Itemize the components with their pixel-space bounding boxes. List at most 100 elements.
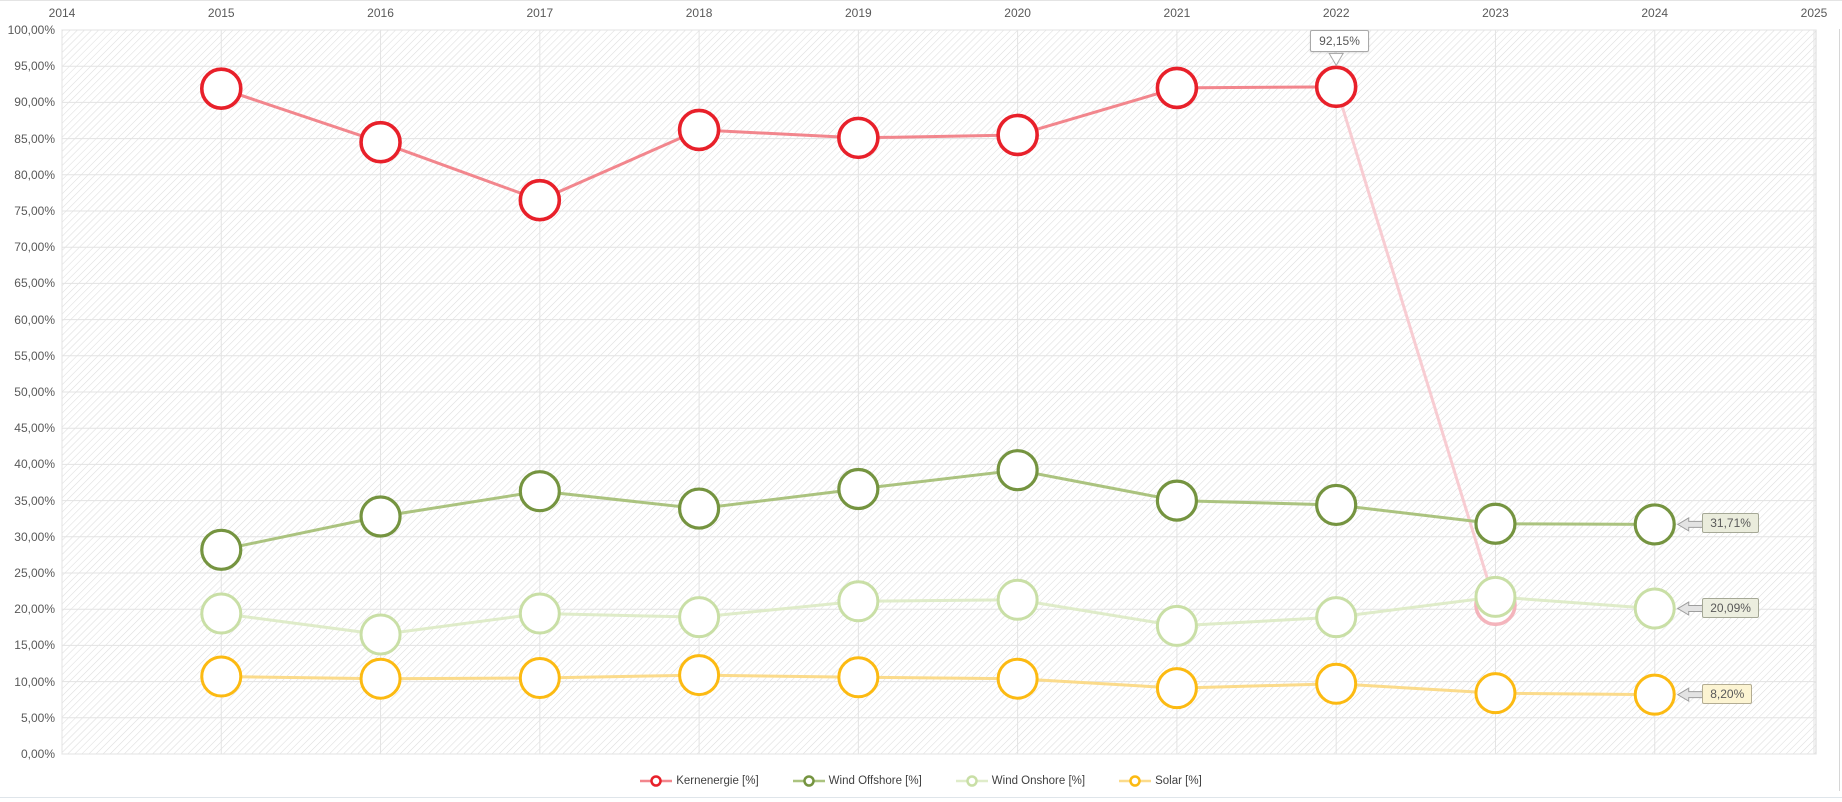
y-tick-label: 50,00%: [14, 385, 55, 399]
legend-marker-icon: [1119, 775, 1152, 787]
series-line: [221, 595, 1655, 637]
data-point[interactable]: [1633, 673, 1676, 716]
y-tick-label: 70,00%: [14, 240, 55, 255]
legend-label: Wind Offshore [%]: [828, 775, 922, 787]
y-tick-label: 95,00%: [14, 59, 55, 74]
data-point[interactable]: [200, 528, 243, 571]
data-point[interactable]: [1474, 502, 1517, 545]
data-point[interactable]: [1474, 672, 1517, 715]
legend-item[interactable]: Wind Offshore [%]: [792, 774, 922, 788]
panel-bottom-border: [0, 797, 1842, 798]
legend-label: Solar [%]: [1155, 775, 1202, 787]
last-value-label: 20,09%: [1702, 597, 1759, 618]
y-tick-label: 20,00%: [14, 602, 55, 617]
data-point[interactable]: [1155, 604, 1198, 647]
y-tick-label: 55,00%: [14, 348, 55, 363]
legend-label: Kernenergie [%]: [676, 775, 759, 787]
data-point[interactable]: [996, 578, 1039, 621]
y-tick-label: 60,00%: [14, 312, 55, 327]
data-point[interactable]: [359, 613, 402, 656]
data-point[interactable]: [837, 116, 880, 160]
legend-marker-icon: [792, 775, 825, 787]
y-tick-label: 45,00%: [14, 421, 55, 436]
y-tick-label: 65,00%: [14, 276, 55, 291]
data-point[interactable]: [1155, 667, 1198, 710]
y-tick-label: 10,00%: [14, 674, 55, 689]
series-line: [220, 85, 1337, 202]
last-value-label: 8,20%: [1702, 683, 1753, 704]
data-point[interactable]: [518, 178, 562, 222]
x-tick-label: 2021: [1163, 6, 1191, 20]
tooltip-pointer: [1328, 52, 1345, 67]
data-point[interactable]: [996, 657, 1039, 700]
x-tick-label: 2023: [1482, 6, 1509, 20]
data-point[interactable]: [518, 592, 561, 635]
data-point[interactable]: [996, 449, 1039, 492]
legend-marker-icon: [955, 775, 988, 787]
value-tooltip: 92,15%: [1310, 30, 1369, 53]
legend-marker-icon: [640, 775, 673, 787]
y-tick-label: 0,00%: [20, 747, 55, 761]
x-tick-label: 2019: [845, 6, 872, 20]
y-tick-label: 100,00%: [7, 23, 55, 37]
data-point[interactable]: [996, 113, 1039, 157]
data-point[interactable]: [518, 470, 561, 513]
data-point[interactable]: [518, 656, 561, 699]
x-tick-label: 2020: [1004, 6, 1031, 20]
series-line: [221, 673, 1655, 697]
last-value-label: 31,71%: [1702, 513, 1759, 534]
data-point[interactable]: [1633, 503, 1676, 546]
legend-item[interactable]: Solar [%]: [1119, 774, 1202, 788]
legend-item[interactable]: Wind Onshore [%]: [955, 774, 1086, 788]
data-point[interactable]: [199, 67, 243, 110]
data-point[interactable]: [359, 120, 402, 164]
data-point[interactable]: [1315, 662, 1358, 705]
y-tick-label: 75,00%: [14, 204, 55, 218]
x-tick-label: 2018: [685, 6, 713, 20]
data-point[interactable]: [359, 495, 402, 538]
x-tick-label: 2014: [48, 6, 76, 20]
data-point[interactable]: [200, 655, 243, 698]
y-tick-label: 40,00%: [14, 457, 55, 472]
x-tick-label: 2024: [1641, 6, 1669, 20]
data-point[interactable]: [1155, 66, 1199, 110]
data-point[interactable]: [1633, 587, 1676, 630]
y-tick-label: 85,00%: [14, 131, 55, 146]
legend: Kernenergie [%] Wind Offshore [%] Wind Ons…: [0, 770, 1842, 792]
series-line-faded: [1334, 86, 1497, 606]
y-tick-label: 15,00%: [14, 638, 55, 653]
y-tick-label: 5,00%: [20, 710, 55, 725]
data-point[interactable]: [837, 580, 880, 623]
series-line: [220, 468, 1655, 552]
data-point[interactable]: [678, 654, 721, 697]
data-point[interactable]: [1315, 596, 1358, 639]
data-point[interactable]: [200, 592, 243, 635]
y-tick-label: 90,00%: [14, 95, 55, 110]
series-wind-offshore-: [200, 449, 1676, 571]
series-wind-onshore-: [200, 575, 1676, 656]
legend-label: Wind Onshore [%]: [991, 775, 1086, 787]
data-point[interactable]: [677, 108, 721, 152]
y-tick-label: 80,00%: [14, 167, 55, 182]
data-point[interactable]: [837, 656, 880, 699]
data-point[interactable]: [678, 596, 721, 639]
legend-item[interactable]: Kernenergie [%]: [640, 774, 759, 788]
data-point[interactable]: [359, 657, 402, 700]
data-point[interactable]: [1315, 483, 1358, 527]
y-tick-label: 30,00%: [14, 529, 55, 544]
x-tick-label: 2017: [526, 6, 554, 20]
y-tick-label: 25,00%: [14, 566, 55, 580]
data-point[interactable]: [1155, 479, 1199, 522]
x-tick-label: 2015: [207, 6, 235, 20]
data-point[interactable]: [1314, 65, 1358, 109]
x-tick-label: 2016: [367, 6, 394, 20]
data-point[interactable]: [677, 487, 721, 530]
panel-right-border: [1839, 29, 1840, 791]
data-point[interactable]: [1474, 575, 1517, 618]
data-point[interactable]: [837, 467, 880, 511]
x-tick-label: 2025: [1800, 6, 1828, 20]
series-solar-: [200, 654, 1676, 716]
x-tick-label: 2022: [1322, 6, 1350, 20]
